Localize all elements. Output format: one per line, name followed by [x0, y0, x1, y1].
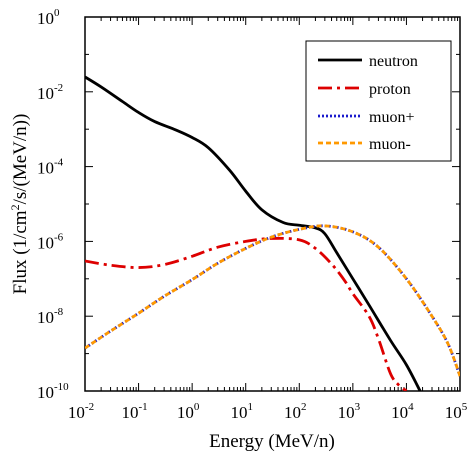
- x-tick-label: 104: [391, 401, 414, 422]
- x-tick-label: 101: [230, 401, 253, 422]
- x-tick-label: 103: [338, 401, 361, 422]
- x-tick-label: 105: [445, 401, 468, 422]
- series-line-proton: [85, 236, 408, 391]
- series-line-muon-plus: [85, 224, 460, 377]
- y-tick-label: 10-6: [37, 231, 64, 252]
- y-tick-label: 100: [37, 7, 60, 28]
- y-tick-label: 10-4: [37, 157, 64, 178]
- legend-label-neutron: neutron: [369, 53, 418, 70]
- legend: neutron proton muon+ muon-: [305, 40, 452, 162]
- legend-label-muon-plus: muon+: [369, 109, 414, 126]
- series-layer: [85, 75, 460, 391]
- y-tick-label: 10-10: [37, 381, 69, 402]
- axis-ticks: [84, 16, 460, 392]
- x-tick-label: 100: [177, 401, 200, 422]
- y-tick-label: 10-8: [37, 306, 64, 327]
- legend-label-muon-minus: muon-: [369, 136, 411, 153]
- x-tick-label: 10-2: [68, 401, 94, 422]
- x-axis-label: Energy (MeV/n): [209, 431, 335, 452]
- tick-labels: 10-2 10-1 100 101 102 103 104 105 10-10 10-8 10-6 1…: [37, 7, 468, 422]
- y-axis-label: Flux (1/cm2/s/(MeV/n)): [8, 114, 31, 295]
- y-tick-label: 10-2: [37, 82, 63, 103]
- legend-label-proton: proton: [369, 81, 411, 98]
- series-line-muon-minus: [85, 224, 460, 377]
- series-line-neutron: [85, 75, 422, 391]
- x-tick-label: 10-1: [121, 401, 147, 422]
- x-tick-label: 102: [284, 401, 307, 422]
